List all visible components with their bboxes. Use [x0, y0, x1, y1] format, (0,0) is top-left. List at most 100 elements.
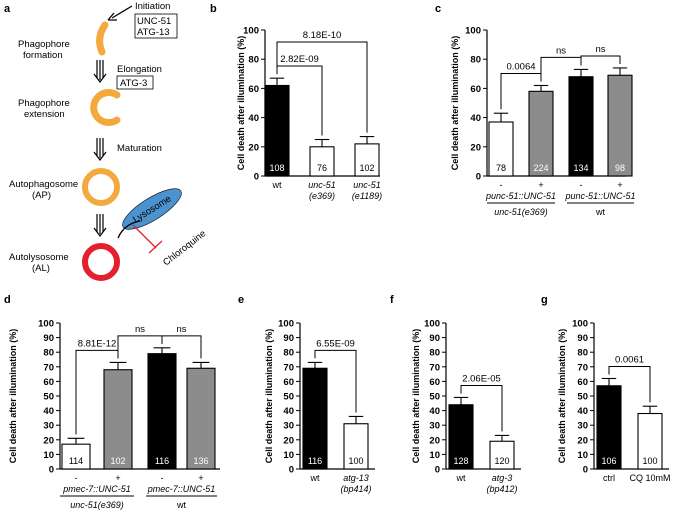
atg3-box — [116, 75, 154, 90]
bar — [103, 369, 133, 470]
significance-label: 0.0061 — [615, 354, 644, 365]
y-tick-label: 80 — [43, 348, 54, 359]
al-label: (AL) — [32, 263, 50, 274]
bar — [264, 84, 290, 177]
x-category-label: - — [580, 180, 583, 190]
bar — [343, 423, 369, 470]
significance-label: ns — [595, 44, 605, 55]
chloroquine-inhibition — [132, 224, 163, 254]
y-tick-label: 0 — [435, 465, 440, 476]
bar — [568, 76, 594, 177]
y-tick-label: 80 — [283, 348, 294, 359]
y-tick-label: 80 — [248, 55, 259, 66]
significance-label: ns — [556, 45, 566, 56]
n-label: 136 — [193, 456, 208, 466]
bar — [61, 443, 91, 470]
x-category-label: + — [617, 180, 622, 190]
bar — [448, 404, 474, 470]
y-tick-label: 60 — [248, 84, 259, 95]
significance-label: 6.55E-09 — [316, 338, 355, 349]
chart-panel-d: 0 10 20 30 40 50 60 70 80 90 100 Cell death after i… — [8, 319, 220, 510]
significance-bracket — [460, 384, 503, 432]
y-tick-label: 20 — [248, 142, 259, 153]
autophagosome-shape — [82, 168, 120, 206]
maturation-label: Maturation — [117, 143, 162, 154]
y-axis-label: Cell death after illumination (%) — [411, 329, 421, 464]
elongation-arrow — [93, 60, 107, 83]
bar — [302, 367, 328, 470]
chloroquine-label: Chloroquine — [161, 228, 208, 268]
y-tick-label: 20 — [429, 435, 440, 446]
y-axis-label: Cell death after illumination (%) — [8, 329, 18, 464]
y-axis-label: Cell death after illumination (%) — [236, 36, 246, 171]
n-label: 116 — [308, 456, 322, 466]
significance-bracket — [608, 365, 651, 403]
n-label: 98 — [615, 163, 625, 173]
significance-label: 2.82E-09 — [280, 54, 319, 65]
y-tick-label: 30 — [429, 421, 440, 432]
ap-label: (AP) — [32, 190, 51, 201]
y-tick-label: 0 — [476, 172, 481, 183]
x-category-label: + — [198, 473, 203, 483]
x-category-label: wt — [272, 180, 282, 190]
unc51-label: UNC-51 — [137, 16, 171, 27]
y-tick-label: 50 — [43, 392, 54, 403]
n-label: 134 — [573, 163, 588, 173]
y-tick-label: 30 — [43, 421, 54, 432]
x-category-label: - — [75, 473, 78, 483]
autophagosome-label: Autophagosome — [9, 179, 78, 190]
y-tick-label: 10 — [429, 450, 440, 461]
group-label: unc-51(e369) — [70, 500, 124, 510]
y-tick-label: 70 — [283, 362, 294, 373]
y-tick-label: 90 — [283, 333, 294, 344]
y-tick-label: 100 — [465, 26, 481, 37]
y-tick-label: 80 — [470, 55, 481, 66]
bar — [528, 90, 554, 177]
autolysosome-label: Autolysosome — [9, 252, 69, 263]
n-label: 100 — [642, 456, 657, 466]
significance-label: 8.18E-10 — [303, 30, 342, 41]
n-label: 102 — [359, 163, 374, 173]
y-tick-label: 60 — [43, 377, 54, 388]
y-tick-label: 80 — [429, 348, 440, 359]
fusion-arrow — [93, 214, 107, 237]
x-category-label: unc-51 — [308, 180, 336, 190]
n-label: 120 — [494, 456, 509, 466]
phagophore-formation-label-2: formation — [23, 50, 63, 61]
maturation-arrow — [93, 138, 107, 161]
significance-label: ns — [135, 324, 145, 335]
lysosome-shape — [122, 188, 182, 230]
y-tick-label: 10 — [577, 450, 588, 461]
significance-label: ns — [176, 324, 186, 335]
atg13-label: ATG-13 — [137, 27, 170, 38]
y-tick-label: 50 — [577, 392, 588, 403]
y-tick-label: 40 — [577, 406, 588, 417]
chart-panel-g: 0 10 20 30 40 50 60 70 80 90 100 Cell death after i… — [557, 319, 671, 484]
n-label: 76 — [317, 163, 327, 173]
n-label: 128 — [453, 456, 468, 466]
y-tick-label: 60 — [429, 377, 440, 388]
y-tick-label: 0 — [254, 172, 259, 183]
y-tick-label: 40 — [43, 406, 54, 417]
y-tick-label: 50 — [283, 392, 294, 403]
significance-bracket — [314, 349, 357, 413]
panel-label-d: d — [4, 294, 11, 306]
y-tick-label: 20 — [43, 435, 54, 446]
bar — [186, 367, 216, 470]
y-tick-label: 0 — [583, 465, 588, 476]
x-category-label: + — [115, 473, 120, 483]
y-tick-label: 60 — [470, 84, 481, 95]
x-category-label: - — [500, 180, 503, 190]
n-label: 102 — [110, 456, 125, 466]
initiation-arrow — [107, 5, 133, 21]
y-tick-label: 90 — [429, 333, 440, 344]
significance-label: 8.81E-12 — [78, 338, 117, 349]
x-category-label: (bp412) — [486, 484, 517, 494]
group-label: unc-51(e369) — [494, 207, 548, 217]
y-tick-label: 10 — [43, 450, 54, 461]
y-tick-label: 40 — [283, 406, 294, 417]
n-label: 106 — [601, 456, 616, 466]
